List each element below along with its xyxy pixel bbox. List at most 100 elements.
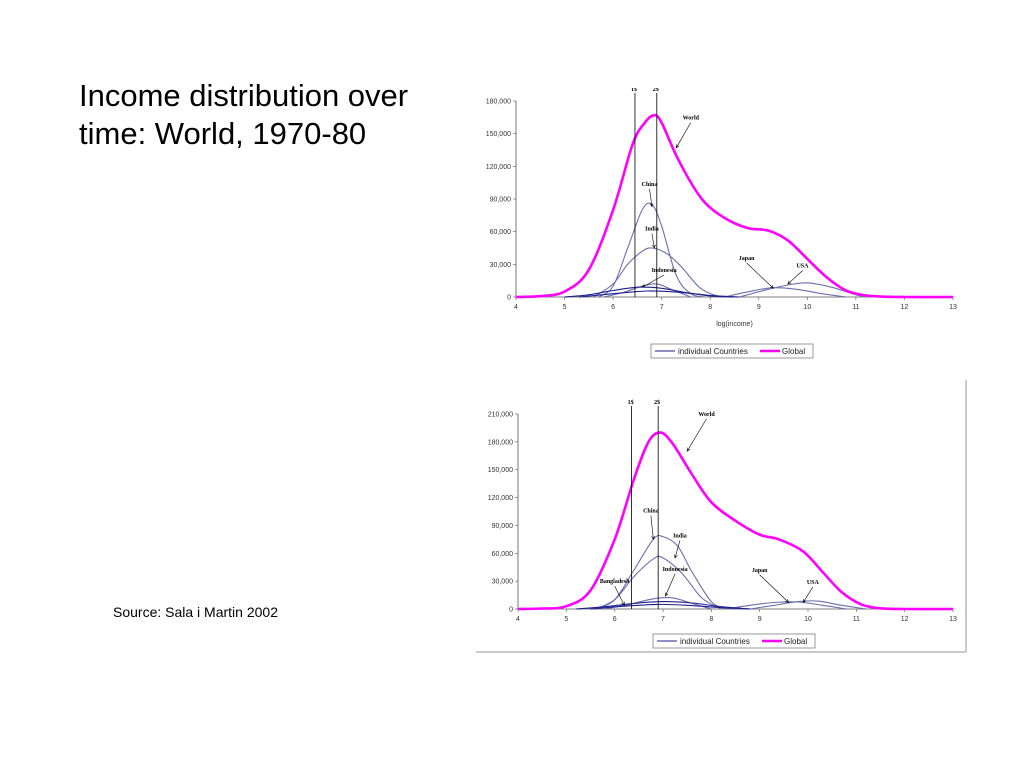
chart1-y-tick-label: 60,000 [490,229,512,236]
chart2-poverty-line-label: 1$ [628,399,634,406]
chart2-x-tick-label: 10 [804,616,812,623]
chart1-annotation-arrow [651,233,655,249]
chart1-series-china-line [598,202,706,298]
chart2-annotation-arrow [650,515,654,540]
chart1-annotation-arrowhead [649,203,654,208]
chart2-legend-label-global: Global [784,637,807,646]
chart2-annotation-arrowhead [664,592,669,597]
chart1-series-india-line [593,247,721,298]
chart2-x-tick-label: 11 [853,616,860,623]
chart1-annotation-world: World [683,116,700,122]
chart1-series-global-line [515,113,954,299]
chart2-legend-label-individual: individual Countries [680,637,750,646]
chart1-x-tick-label: 8 [708,304,712,311]
chart2-x-tick-label: 9 [758,616,762,623]
chart2-annotation-bangladesh: Bangladesh [600,579,630,585]
chart2-y-tick-label: 90,000 [492,523,514,530]
chart1-annotation-arrow [787,270,803,285]
chart2-x-tick-label: 8 [709,616,713,623]
chart1-x-tick-label: 6 [611,304,615,311]
chart2-annotation-arrow [674,540,681,559]
chart1-annotation-arrow [675,122,692,148]
chart2-annotation-arrowhead [651,535,655,541]
chart-1980-svg: 0 30,000 60,000 90,000 120,000 150,000 180,000… [476,380,967,653]
chart1-annotation-usa: USA [796,264,809,270]
chart2-annotation-arrow [614,585,625,606]
chart1-y-tick-label: 180,000 [486,99,511,106]
chart1-annotation-arrow [649,188,653,207]
chart1-x-axis-title: log(income) [716,321,753,328]
chart2-series-country-5-line [575,601,751,610]
chart1-x-tick-label: 5 [563,304,567,311]
chart1-poverty-line-label: 2$ [653,88,659,93]
chart2-y-tick-label: 30,000 [492,579,514,586]
chart2-y-tick-label: 210,000 [488,412,513,419]
chart2-x-tick-label: 12 [901,616,909,623]
chart1-annotation-arrowhead [641,284,646,288]
chart2-annotation-arrow [802,586,814,603]
chart2-series-indonesia-line [604,596,712,610]
chart1-annotation-arrow [642,274,665,288]
chart2-annotation-arrowhead [674,554,678,559]
chart1-legend-box [650,343,814,359]
chart-1980: 0 30,000 60,000 90,000 120,000 150,000 180,000… [470,378,970,655]
chart1-x-tick-label: 7 [660,304,664,311]
chart1-y-tick-label: 0 [507,295,511,302]
chart2-y-tick-label: 0 [509,607,513,614]
chart1-annotation-china: China [642,182,658,188]
chart1-x-tick-label: 9 [757,304,761,311]
chart-1970: 0 30,000 60,000 90,000 120,000 150,000 180,000… [470,86,970,365]
chart2-annotation-usa: USA [807,580,820,586]
chart1-annotation-arrowhead [769,284,774,289]
chart1-annotation-india: India [645,227,659,233]
slide-title: Income distribution over time: World, 19… [79,78,409,151]
chart2-x-tick-label: 4 [516,616,520,623]
chart2-y-tick-label: 60,000 [492,551,514,558]
chart-1970-svg: 0 30,000 60,000 90,000 120,000 150,000 180,000… [486,86,957,359]
chart2-x-tick-label: 5 [564,616,568,623]
chart2-annotation-japan: Japan [752,568,768,574]
chart2-annotation-indonesia: Indonesia [663,567,688,573]
chart2-series-global-line [517,431,954,611]
chart1-poverty-line-label: 1$ [631,88,637,93]
chart2-x-tick-label: 6 [613,616,617,623]
chart2-series-china-line [595,534,727,610]
chart1-x-tick-label: 12 [901,304,909,311]
chart1-annotation-arrow [746,262,774,289]
chart2-x-tick-label: 13 [949,616,957,623]
source-note: Source: Sala i Martin 2002 [113,604,278,620]
chart1-y-tick-label: 150,000 [486,131,511,138]
chart1-y-tick-label: 120,000 [486,164,511,171]
chart2-annotation-india: India [673,534,687,540]
chart1-x-tick-label: 13 [949,304,957,311]
chart1-annotation-arrowhead [652,244,656,249]
chart1-y-tick-label: 30,000 [490,262,512,269]
chart2-annotation-arrow [665,573,676,597]
chart1-series-japan-line [724,287,847,298]
chart1-y-tick-label: 90,000 [490,197,512,204]
chart2-y-tick-label: 150,000 [488,467,513,474]
chart2-x-tick-label: 7 [661,616,665,623]
chart2-annotation-arrowhead [802,598,807,604]
chart2-poverty-line-label: 2$ [654,399,660,406]
chart1-legend-label-global: Global [782,347,805,356]
chart2-annotation-arrowhead [785,599,790,603]
chart1-x-tick-label: 4 [514,304,518,311]
chart1-x-tick-label: 11 [852,304,859,311]
chart2-y-tick-label: 180,000 [488,439,513,446]
chart1-annotation-japan: Japan [739,256,755,262]
chart2-annotation-arrow [686,418,707,452]
chart1-annotation-indonesia: Indonesia [652,268,677,274]
chart2-y-tick-label: 120,000 [488,495,513,502]
chart2-annotation-world: World [698,412,715,418]
chart2-series-usa-line [749,600,867,610]
chart2-series-country-6-line [590,603,751,610]
chart2-annotation-arrowhead [621,601,625,606]
chart1-annotation-arrowhead [787,280,792,285]
chart1-x-tick-label: 10 [803,304,811,311]
chart2-legend-box [652,633,816,649]
chart1-series-country-6-line [579,290,740,298]
chart1-legend-label-individual: individual Countries [678,347,748,356]
chart2-annotation-arrowhead [686,447,691,452]
chart2-annotation-arrow [759,574,789,603]
